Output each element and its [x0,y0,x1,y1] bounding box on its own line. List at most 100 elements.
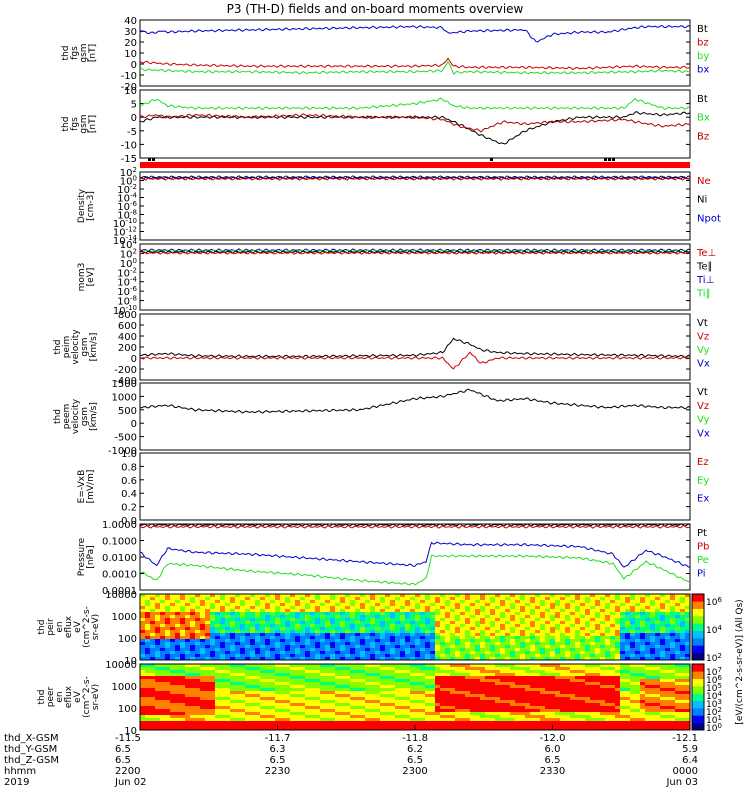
spectrogram-cell [255,694,261,698]
spectrogram-cell [460,606,466,610]
spectrogram-cell [140,645,146,649]
spectrogram-cell [565,715,571,719]
spectrogram-cell [515,691,521,695]
spectrogram-cell [365,694,371,698]
spectrogram-cell [475,715,481,719]
spectrogram-cell [590,715,596,719]
spectrogram-cell [215,654,221,658]
spectrogram-cell [150,673,156,677]
spectrogram-cell [160,651,166,655]
spectrogram-cell [485,594,491,598]
spectrogram-cell [455,615,461,619]
spectrogram-cell [575,645,581,649]
spectrogram-cell [345,633,351,637]
spectrogram-cell [330,612,336,616]
spectrogram-cell [435,615,441,619]
spectrogram-cell [605,682,611,686]
spectrogram-cell [405,709,411,713]
spectrogram-cell [215,673,221,677]
spectrogram-cell [635,630,641,634]
spectrogram-cell [160,612,166,616]
spectrogram-cell [285,606,291,610]
spectrogram-cell [400,670,406,674]
spectrogram-cell [240,673,246,677]
spectrogram-cell [240,612,246,616]
spectrogram-cell [410,715,416,719]
spectrogram-cell [640,679,646,683]
spectrogram-cell [360,639,366,643]
spectrogram-cell [470,639,476,643]
spectrogram-cell [275,615,281,619]
spectrogram-cell [355,727,361,731]
spectrogram-cell [390,709,396,713]
spectrogram-cell [645,694,651,698]
spectrogram-cell [320,594,326,598]
spectrogram-cell [145,648,151,652]
spectrogram-cell [375,612,381,616]
spectrogram-cell [645,676,651,680]
spectrogram-cell [530,603,536,607]
spectrogram-cell [275,636,281,640]
spectrogram-cell [485,651,491,655]
spectrogram-cell [290,718,296,722]
spectrogram-cell [300,691,306,695]
spectrogram-cell [160,724,166,728]
spectrogram-cell [580,688,586,692]
spectrogram-cell [560,651,566,655]
spectrogram-cell [625,679,631,683]
spectrogram-cell [485,709,491,713]
spectrogram-cell [195,600,201,604]
spectrogram-cell [210,621,216,625]
spectrogram-cell [565,600,571,604]
spectrogram-cell [605,639,611,643]
spectrogram-cell [210,664,216,668]
spectrogram-cell [515,651,521,655]
spectrogram-cell [265,682,271,686]
spectrogram-cell [215,633,221,637]
spectrogram-cell [550,630,556,634]
spectrogram-cell [540,603,546,607]
spectrogram-cell [225,667,231,671]
spectrogram-cell [190,715,196,719]
spectrogram-cell [350,642,356,646]
spectrogram-cell [540,654,546,658]
spectrogram-cell [205,642,211,646]
spectrogram-cell [390,624,396,628]
spectrogram-cell [145,718,151,722]
spectrogram-cell [225,700,231,704]
spectrogram-cell [685,615,691,619]
spectrogram-cell [385,679,391,683]
spectrogram-cell [465,724,471,728]
spectrogram-cell [310,718,316,722]
spectrogram-cell [375,691,381,695]
spectrogram-cell [225,724,231,728]
spectrogram-cell [205,706,211,710]
spectrogram-cell [240,727,246,731]
spectrogram-cell [185,682,191,686]
spectrogram-cell [640,627,646,631]
spectrogram-cell [435,657,441,661]
spectrogram-cell [520,670,526,674]
spectrogram-cell [575,706,581,710]
spectrogram-cell [400,651,406,655]
spectrogram-cell [270,603,276,607]
spectrogram-cell [505,654,511,658]
spectrogram-cell [470,679,476,683]
y-tick-label: -20 [121,82,137,93]
spectrogram-cell [380,657,386,661]
spectrogram-cell [335,673,341,677]
spectrogram-cell [280,721,286,725]
spectrogram-cell [640,618,646,622]
spectrogram-cell [545,654,551,658]
spectrogram-cell [355,724,361,728]
spectrogram-cell [150,627,156,631]
series-line [139,113,691,133]
spectrogram-cell [655,670,661,674]
spectrogram-cell [385,721,391,725]
spectrogram-cell [355,706,361,710]
spectrogram-cell [255,627,261,631]
spectrogram-cell [640,624,646,628]
spectrogram-cell [365,606,371,610]
spectrogram-cell [385,633,391,637]
spectrogram-cell [510,612,516,616]
